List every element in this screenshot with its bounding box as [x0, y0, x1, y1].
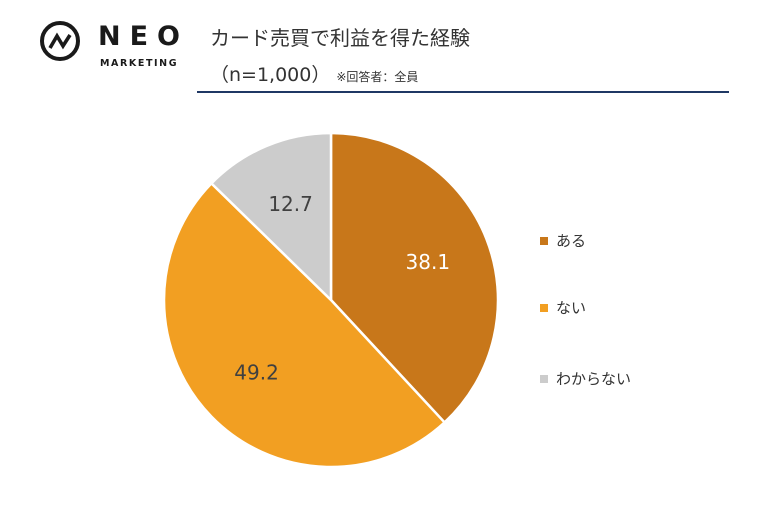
- legend-label: ない: [556, 299, 587, 317]
- slice-data-label: 12.7: [268, 192, 313, 216]
- chart-title: カード売買で利益を得た経験: [210, 26, 470, 50]
- logo-mark-icon: [40, 21, 80, 61]
- pie-slice: [329, 131, 500, 424]
- chart-subtitle: （n=1,000） ※回答者：全員: [210, 60, 418, 87]
- logo-word: NEO: [98, 21, 189, 52]
- pie-slice: [162, 182, 446, 469]
- legend-label: わからない: [556, 370, 632, 388]
- slice-data-label: 49.2: [234, 361, 279, 385]
- legend-swatch: [540, 236, 548, 245]
- legend-swatch: [540, 303, 548, 312]
- legend-item: わからない: [540, 368, 631, 389]
- header-rule: [197, 91, 729, 93]
- legend-item: ない: [540, 297, 586, 318]
- pie-slice: [210, 131, 333, 302]
- legend-label: ある: [556, 232, 587, 250]
- sample-size: （n=1,000）: [210, 64, 331, 86]
- slice-data-label: 38.1: [406, 250, 451, 274]
- logo-sub: MARKETING: [100, 58, 179, 69]
- respondent-note: ※回答者：全員: [336, 70, 419, 84]
- neo-marketing-logo: NEO MARKETING: [40, 21, 190, 73]
- legend-item: ある: [540, 230, 586, 251]
- legend-swatch: [540, 374, 548, 383]
